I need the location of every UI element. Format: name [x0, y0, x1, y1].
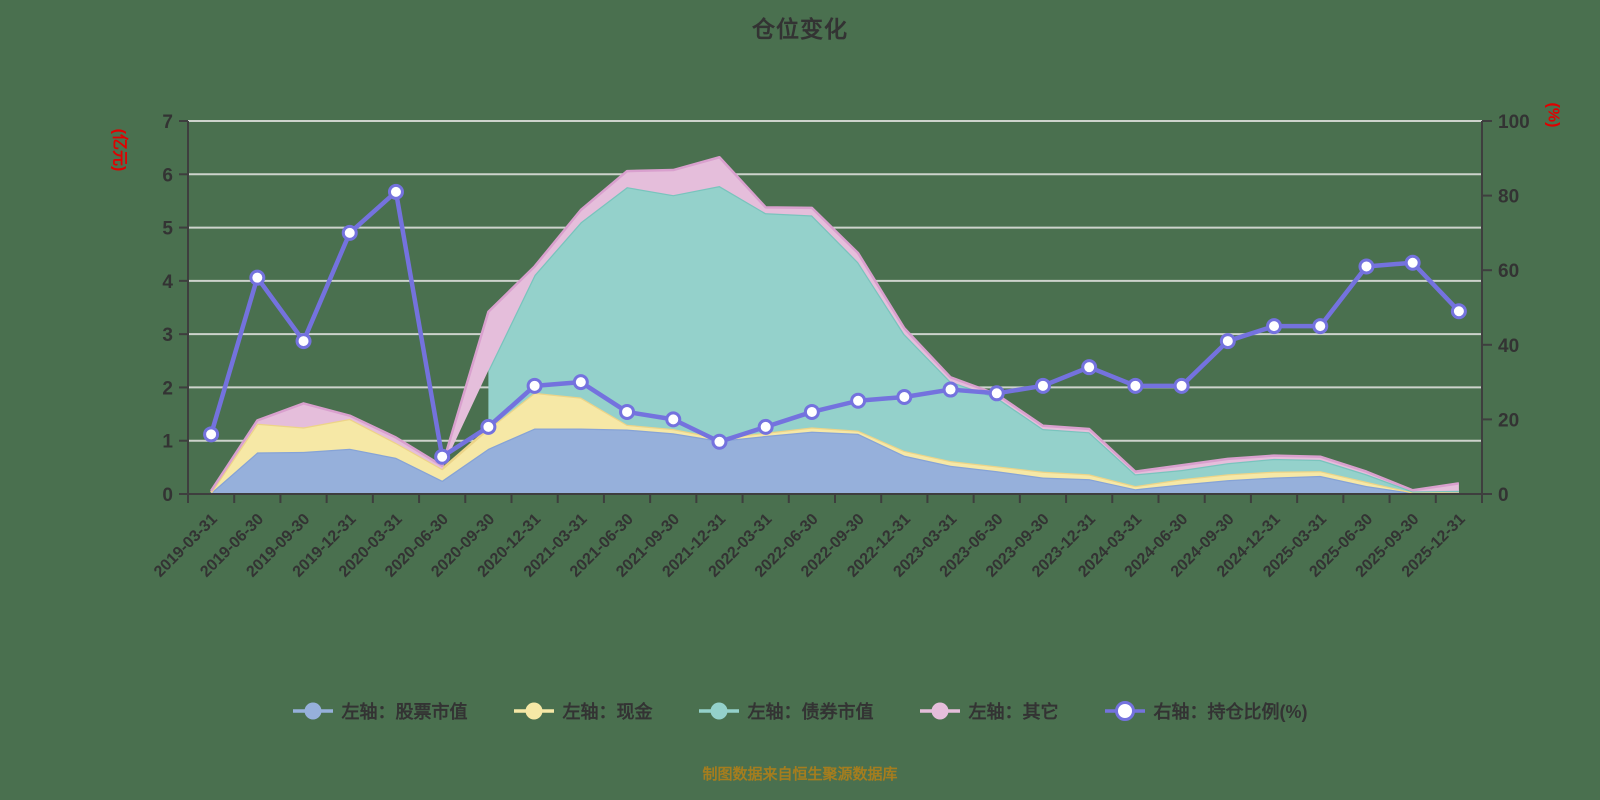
legend-label: 左轴：债券市值	[747, 702, 874, 722]
right-axis-unit-label: (%)	[1544, 102, 1562, 128]
legend-label: 左轴：其它	[968, 702, 1059, 722]
holding-ratio-point	[434, 448, 451, 465]
left-axis-tick-label: 7	[162, 112, 173, 133]
holding-ratio-point	[619, 403, 636, 420]
holding-ratio-point	[665, 411, 682, 428]
right-axis-tick-label: 0	[1498, 485, 1509, 506]
legend-item-1[interactable]: 左轴：现金	[513, 698, 653, 724]
legend-label: 左轴：现金	[562, 702, 653, 722]
legend-label: 右轴：持仓比例(%)	[1153, 702, 1308, 722]
holding-ratio-point	[572, 374, 589, 391]
holding-ratio-point	[1312, 318, 1329, 335]
legend: 左轴：股票市值 左轴：现金 左轴：债券市值 左轴：其它 右轴：持仓比例(%)	[0, 698, 1600, 724]
holding-ratio-point	[896, 389, 913, 406]
right-axis-tick-label: 40	[1498, 336, 1519, 357]
legend-marker-icon	[513, 702, 554, 720]
right-axis-tick-label: 60	[1498, 261, 1519, 282]
holding-ratio-point	[387, 183, 404, 200]
source-note: 制图数据来自恒生聚源数据库	[702, 766, 898, 783]
holding-ratio-point	[295, 333, 312, 350]
left-axis-tick-label: 1	[162, 432, 173, 453]
holding-ratio-point	[1173, 377, 1190, 394]
legend-item-3[interactable]: 左轴：其它	[919, 698, 1059, 724]
right-axis-tick-label: 20	[1498, 410, 1519, 431]
legend-marker-icon	[292, 702, 333, 720]
holding-ratio-point	[1266, 318, 1283, 335]
holding-ratio-point	[1081, 359, 1098, 376]
area-cash	[211, 392, 1459, 493]
left-axis-tick-label: 3	[162, 325, 173, 346]
left-axis-tick-label: 4	[162, 272, 173, 293]
holding-ratio-point	[850, 392, 867, 409]
holding-ratio-point	[988, 385, 1005, 402]
holding-ratio-point	[1034, 377, 1051, 394]
holding-ratio-point	[942, 381, 959, 398]
area-bond-value	[488, 186, 1459, 493]
holding-ratio-point	[1219, 333, 1236, 350]
legend-marker-icon	[919, 702, 960, 720]
left-axis-tick-label: 2	[162, 378, 173, 399]
right-axis-tick-label: 100	[1498, 112, 1530, 133]
area-other-edge	[210, 155, 1460, 492]
right-axis-tick-label: 80	[1498, 187, 1519, 208]
holding-ratio-point	[1450, 303, 1467, 320]
holding-ratio-point	[341, 224, 358, 241]
holding-ratio-point	[249, 269, 266, 286]
holding-ratio-point	[203, 426, 220, 443]
legend-item-0[interactable]: 左轴：股票市值	[292, 698, 468, 724]
holding-ratio-point	[526, 377, 543, 394]
left-axis-tick-label: 0	[162, 485, 173, 506]
left-axis-tick-label: 6	[162, 165, 173, 186]
holding-ratio-point	[803, 403, 820, 420]
holding-ratio-point	[711, 433, 728, 450]
holding-ratio-point	[1127, 377, 1144, 394]
holding-ratio-line	[208, 189, 1461, 459]
left-axis-unit-label: (亿元)	[110, 128, 128, 172]
left-axis-tick-label: 5	[162, 219, 173, 240]
legend-item-4[interactable]: 右轴：持仓比例(%)	[1104, 698, 1308, 724]
holding-ratio-point	[757, 418, 774, 435]
legend-label: 左轴：股票市值	[341, 702, 468, 722]
legend-marker-icon	[698, 702, 739, 720]
area-stock-value	[211, 428, 1459, 494]
legend-marker-icon	[1104, 701, 1145, 721]
legend-item-2[interactable]: 左轴：债券市值	[698, 698, 874, 724]
holding-ratio-point	[1358, 258, 1375, 275]
holding-ratio-point	[1404, 254, 1421, 271]
page-title: 仓位变化	[752, 16, 848, 42]
holding-ratio-point	[480, 418, 497, 435]
